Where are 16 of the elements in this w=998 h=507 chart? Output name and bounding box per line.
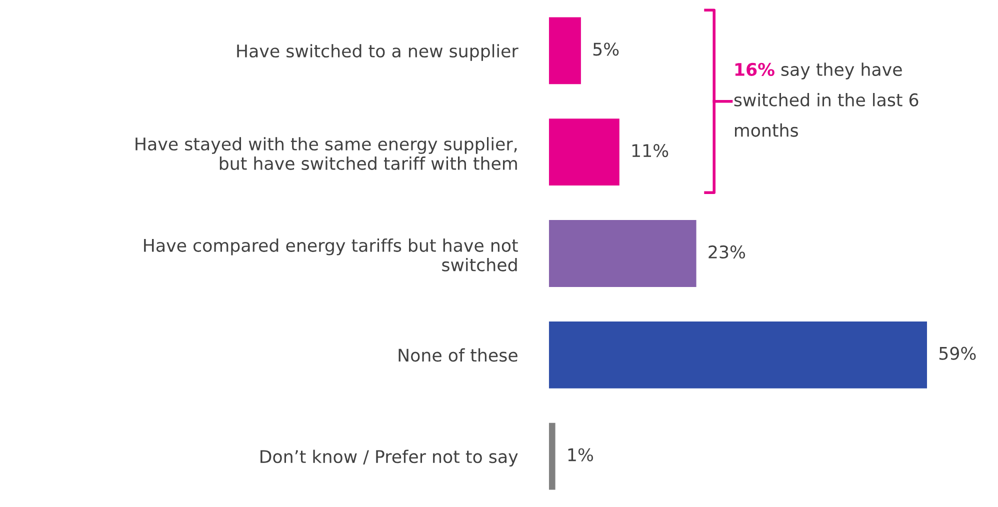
bar: [548, 220, 696, 287]
bar: [548, 17, 581, 84]
y-tick-label: None of these: [398, 348, 518, 362]
y-tick-label: Have compared energy tariffs but have not switched: [144, 238, 518, 272]
data-label: 5%: [593, 42, 619, 56]
bar: [548, 321, 927, 388]
data-label: 11%: [632, 144, 668, 158]
bar: [548, 118, 620, 186]
y-tick-label: Have switched to a new supplier: [237, 44, 518, 61]
annotation: 16% say they have switched in the last 6 months: [734, 62, 918, 137]
data-label: 23%: [708, 245, 746, 259]
bar: [548, 422, 556, 490]
data-label: 1%: [568, 448, 594, 462]
y-tick-label: Have stayed with the same energy supplier, but have switched tariff with them: [136, 137, 517, 170]
data-label: 59%: [939, 346, 976, 360]
y-tick-label: Don’t know / Prefer not to say: [260, 450, 518, 467]
